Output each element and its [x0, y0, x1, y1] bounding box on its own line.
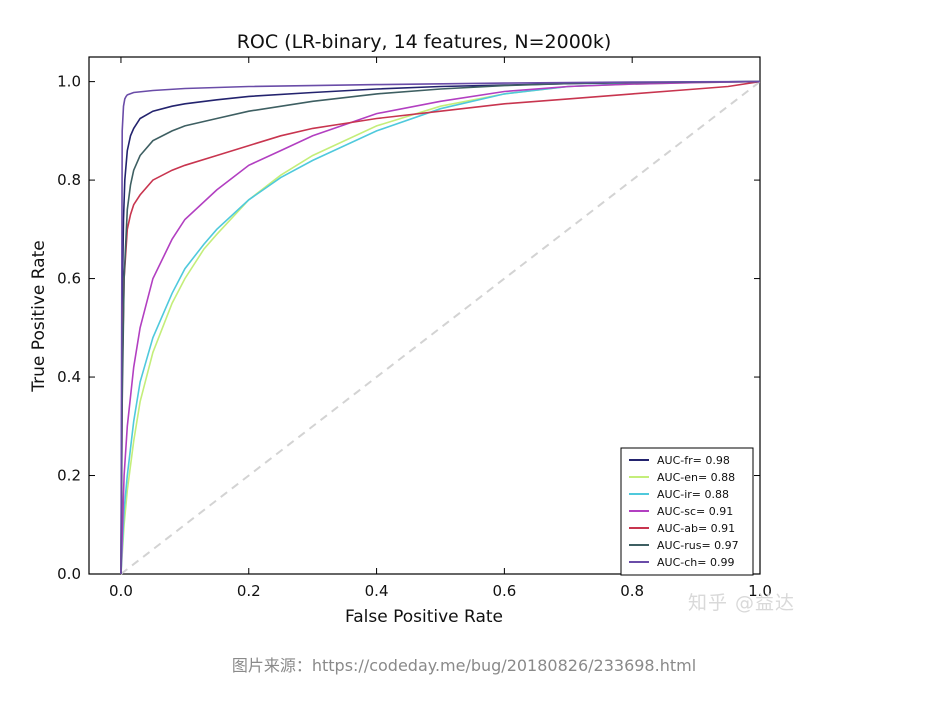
legend-label: AUC-ch= 0.99 — [657, 556, 734, 569]
x-tick-label: 0.4 — [365, 582, 389, 600]
image-source-caption: 图片来源：https://codeday.me/bug/20180826/233… — [231, 656, 697, 675]
roc-curve — [120, 80, 761, 575]
x-tick-label: 0.2 — [237, 582, 261, 600]
roc-curve — [120, 80, 761, 575]
legend-label: AUC-rus= 0.97 — [657, 539, 739, 552]
legend-label: AUC-sc= 0.91 — [657, 505, 733, 518]
roc-chart: ROC (LR-binary, 14 features, N=2000k) Fa… — [29, 31, 772, 627]
diagonal-reference-line — [120, 80, 761, 575]
roc-curve — [120, 80, 761, 575]
y-tick-label: 1.0 — [57, 73, 81, 91]
chart-title: ROC (LR-binary, 14 features, N=2000k) — [237, 31, 612, 53]
plot-frame — [88, 56, 761, 575]
x-tick-label: 0.8 — [620, 582, 644, 600]
y-tick-label: 0.2 — [57, 467, 81, 485]
y-ticks: 0.0 0.2 0.4 0.6 0.8 1.0 — [57, 73, 760, 583]
y-tick-label: 0.8 — [57, 171, 81, 189]
y-tick-label: 0.0 — [57, 565, 81, 583]
watermark: 知乎 @益达 — [688, 592, 796, 614]
legend: AUC-fr= 0.98 AUC-en= 0.88 AUC-ir= 0.88 AUC-… — [620, 447, 754, 576]
series-layer — [120, 80, 761, 575]
roc-curve — [120, 80, 761, 575]
y-axis-label: True Positive Rate — [29, 240, 49, 392]
x-tick-label: 1.0 — [748, 582, 772, 600]
y-tick-label: 0.6 — [57, 270, 81, 288]
x-tick-label: 0.6 — [492, 582, 516, 600]
legend-label: AUC-en= 0.88 — [657, 471, 735, 484]
legend-label: AUC-ir= 0.88 — [657, 488, 729, 501]
x-axis-label: False Positive Rate — [345, 607, 503, 627]
legend-label: AUC-fr= 0.98 — [657, 454, 730, 467]
x-tick-label: 0.0 — [109, 582, 133, 600]
y-tick-label: 0.4 — [57, 368, 81, 386]
x-ticks: 0.0 0.2 0.4 0.6 0.8 1.0 — [109, 57, 772, 600]
legend-label: AUC-ab= 0.91 — [657, 522, 735, 535]
